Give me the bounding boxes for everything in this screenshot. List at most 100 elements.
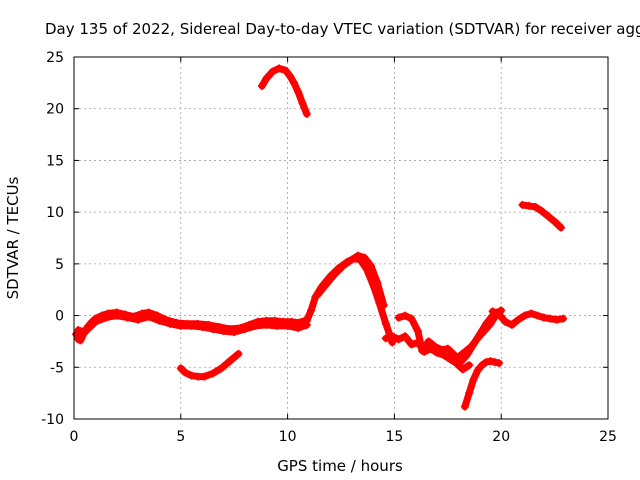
data-point (482, 358, 491, 367)
data-point (176, 321, 185, 330)
data-point (495, 359, 504, 368)
data-point (501, 317, 510, 326)
data-point (181, 368, 190, 377)
data-point (443, 344, 452, 353)
data-point (219, 327, 228, 336)
series-arc-late-high (518, 200, 566, 232)
data-point (477, 361, 486, 370)
series-arc-afternoon-hump-2 (313, 251, 388, 310)
data-point (557, 223, 566, 232)
data-point (507, 320, 516, 329)
data-point (465, 361, 474, 370)
data-point (407, 340, 416, 349)
data-point (225, 357, 234, 366)
data-point (307, 306, 316, 315)
data-point (354, 251, 363, 260)
data-point (268, 67, 277, 76)
data-point (322, 280, 331, 289)
data-point (473, 366, 482, 375)
data-point (347, 255, 356, 264)
data-point (520, 311, 529, 320)
x-tick-label-3: 15 (385, 429, 403, 445)
data-point (488, 307, 497, 316)
series-arc-late (488, 307, 568, 329)
data-point (134, 315, 143, 324)
data-point (294, 88, 303, 97)
data-point (285, 71, 294, 80)
y-tick-label-0: -10 (41, 412, 64, 428)
data-point (401, 332, 410, 341)
data-point (283, 321, 292, 330)
data-point (490, 358, 499, 367)
data-point (155, 316, 164, 325)
data-point (76, 336, 85, 345)
data-point (437, 345, 446, 354)
plot-frame (73, 56, 609, 420)
data-point (302, 316, 311, 325)
data-point (465, 389, 474, 398)
data-point (473, 334, 482, 343)
series-arc-dip (176, 349, 243, 381)
x-tick-label-5: 25 (599, 429, 617, 445)
data-point (123, 313, 132, 322)
data-point (467, 342, 476, 351)
data-point (413, 327, 422, 336)
data-point (176, 364, 185, 373)
x-axis-label: GPS time / hours (277, 457, 403, 475)
series-arc-high (257, 64, 311, 118)
y-tick-label-5: 15 (46, 153, 64, 169)
data-point (514, 315, 523, 324)
data-point (559, 314, 568, 323)
data-point (275, 64, 284, 73)
y-axis-label: SDTVAR / TECUs (4, 176, 22, 299)
x-tick-label-1: 5 (176, 429, 185, 445)
data-point (91, 317, 100, 326)
data-point (262, 320, 271, 329)
data-point (537, 207, 546, 216)
data-point (373, 278, 382, 287)
data-point (552, 315, 561, 324)
chart-title: Day 135 of 2022, Sidereal Day-to-day VTE… (45, 20, 640, 38)
y-tick-label-7: 25 (46, 50, 64, 66)
data-point (240, 325, 249, 334)
data-point (379, 301, 388, 310)
x-tick-label-0: 0 (70, 429, 79, 445)
data-point (366, 261, 375, 270)
axis-ticks: 0 5 10 15 20 25 -10 -5 0 5 10 15 20 25 (41, 50, 617, 445)
series-arc-main-night-2 (74, 311, 311, 337)
data-point (401, 311, 410, 320)
x-tick-label-2: 10 (279, 429, 297, 445)
data-point (394, 335, 403, 344)
data-point (144, 312, 153, 321)
data-point (330, 270, 339, 279)
data-point (102, 313, 111, 322)
data-point (294, 323, 303, 332)
data-point (262, 74, 271, 83)
data-point (313, 290, 322, 299)
data-point (80, 328, 89, 337)
data-point (460, 347, 469, 356)
data-point (257, 81, 266, 90)
data-point (460, 402, 469, 411)
y-tick-label-6: 20 (46, 102, 64, 118)
data-point (360, 253, 369, 262)
data-point (531, 202, 540, 211)
data-point (539, 313, 548, 322)
data-point (518, 200, 527, 209)
data-point (381, 319, 390, 328)
data-point (486, 357, 495, 366)
series-line-3 (258, 64, 311, 118)
data-point (454, 352, 463, 361)
data-point (394, 313, 403, 322)
data-point (480, 327, 489, 336)
x-tick-label-4: 20 (492, 429, 510, 445)
y-tick-label-3: 5 (55, 257, 64, 273)
data-point (418, 346, 427, 355)
y-tick-label-2: 0 (55, 309, 64, 325)
data-point (200, 372, 209, 381)
series-arc-evening-c (460, 357, 504, 411)
data-point (546, 314, 555, 323)
data-point (381, 334, 390, 343)
data-point (550, 217, 559, 226)
